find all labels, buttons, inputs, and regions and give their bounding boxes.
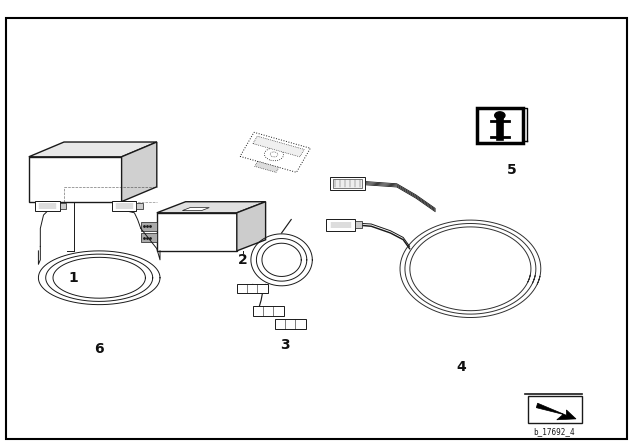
Text: 4: 4 <box>456 360 466 375</box>
Polygon shape <box>157 202 266 213</box>
Polygon shape <box>333 179 362 188</box>
Polygon shape <box>122 142 157 202</box>
Polygon shape <box>29 157 122 202</box>
Circle shape <box>495 112 505 119</box>
Text: b_17692_4: b_17692_4 <box>532 427 575 436</box>
Polygon shape <box>255 161 279 172</box>
Text: 6: 6 <box>94 342 104 357</box>
Polygon shape <box>237 202 266 251</box>
Text: 2: 2 <box>238 253 248 267</box>
Bar <box>477 108 523 143</box>
Polygon shape <box>29 142 157 157</box>
Polygon shape <box>112 201 136 211</box>
Polygon shape <box>536 403 576 420</box>
Text: 1: 1 <box>68 271 79 285</box>
Polygon shape <box>275 319 306 329</box>
Polygon shape <box>141 233 157 242</box>
Polygon shape <box>157 213 237 251</box>
Polygon shape <box>237 284 268 293</box>
Polygon shape <box>253 306 284 316</box>
Polygon shape <box>182 207 209 211</box>
Polygon shape <box>253 136 304 157</box>
Polygon shape <box>326 219 355 231</box>
Ellipse shape <box>264 148 284 161</box>
Polygon shape <box>136 202 143 209</box>
Polygon shape <box>240 132 310 172</box>
Polygon shape <box>35 201 60 211</box>
Polygon shape <box>355 221 362 228</box>
Polygon shape <box>141 222 157 231</box>
Ellipse shape <box>270 152 278 157</box>
Text: 5: 5 <box>507 163 517 177</box>
Text: 3: 3 <box>280 338 290 352</box>
Polygon shape <box>330 177 365 190</box>
Bar <box>528 396 582 423</box>
Polygon shape <box>60 202 66 209</box>
